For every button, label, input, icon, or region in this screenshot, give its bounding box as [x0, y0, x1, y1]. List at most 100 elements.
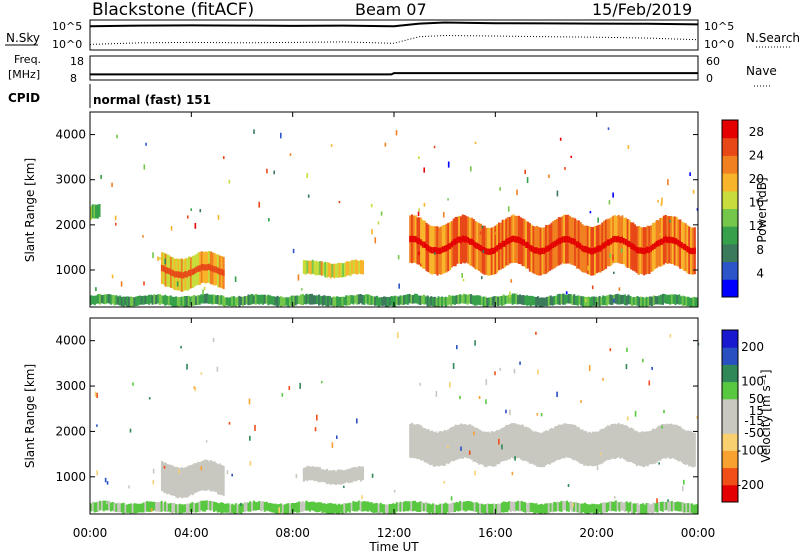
velocity-cell: [650, 503, 654, 514]
power-cell: [115, 295, 118, 305]
velocity-speckle: [331, 442, 334, 448]
power-cell: [694, 297, 697, 307]
velocity-cell: [592, 431, 595, 467]
power-cell-core: [177, 271, 180, 278]
power-speckle: [526, 177, 529, 184]
power-cell-core: [497, 243, 501, 250]
velocity-cell: [399, 501, 402, 512]
power-cell: [180, 296, 183, 307]
velocity-speckle: [148, 397, 151, 400]
power-cell: [95, 204, 98, 219]
velocity-cell: [325, 504, 328, 514]
power-cell: [350, 295, 353, 304]
velocity-cell: [630, 427, 633, 463]
power-speckle: [397, 255, 400, 260]
power-cell: [650, 296, 654, 307]
velocity-speckle: [249, 460, 252, 466]
velocity-cell: [635, 431, 638, 466]
power-cell-core: [175, 271, 178, 278]
power-speckle: [479, 231, 482, 235]
velocity-speckle: [505, 409, 507, 414]
power-speckle: [442, 212, 445, 218]
power-speckle: [398, 283, 401, 289]
power-cell: [348, 295, 351, 305]
velocity-cell: [298, 501, 301, 513]
power-speckle: [111, 182, 113, 188]
power-speckle: [370, 203, 373, 208]
power-cell: [328, 296, 332, 306]
velocity-cell: [479, 503, 482, 513]
power-cell: [354, 295, 357, 304]
power-cell: [600, 297, 603, 306]
velocity-cell: [529, 502, 532, 512]
velocity-ytick-label: 2000: [55, 424, 86, 438]
velocity-cell: [361, 501, 364, 512]
power-cell: [538, 297, 541, 308]
velocity-cell: [336, 469, 339, 485]
power-cell-core: [537, 248, 541, 255]
velocity-cell: [410, 501, 413, 512]
velocity-cell: [189, 503, 192, 512]
velocity-cell: [660, 501, 663, 512]
velocity-cell: [270, 503, 274, 513]
power-cell: [153, 294, 156, 305]
velocity-colorbar-segment: [722, 330, 738, 348]
power-cell-core: [456, 237, 459, 244]
power-cell-core: [594, 247, 597, 254]
velocity-cell: [135, 503, 138, 514]
velocity-cell: [517, 424, 521, 458]
power-speckle: [371, 228, 373, 235]
velocity-cell: [612, 423, 615, 459]
power-cell: [676, 294, 679, 304]
velocity-colorbar-tick: 50: [749, 392, 764, 406]
power-cell-core: [657, 240, 660, 247]
power-colorbar-tick: 8: [756, 243, 764, 257]
velocity-cell: [603, 428, 606, 462]
velocity-cell: [489, 504, 493, 514]
velocity-cell: [579, 429, 582, 464]
velocity-cell: [571, 502, 574, 512]
velocity-cell: [290, 502, 294, 513]
power-speckle: [474, 141, 477, 145]
power-cell-core: [526, 241, 530, 249]
velocity-cell: [637, 432, 640, 466]
power-cell: [562, 293, 565, 305]
velocity-cell: [483, 431, 486, 467]
velocity-cell: [684, 430, 687, 465]
velocity-cell: [560, 500, 563, 512]
velocity-cell: [453, 502, 456, 513]
power-colorbar-segment: [722, 208, 738, 227]
power-cell: [326, 262, 329, 278]
velocity-cell: [102, 500, 105, 512]
velocity-speckle: [661, 425, 663, 429]
velocity-cell: [639, 432, 642, 467]
velocity-cell: [652, 502, 655, 513]
velocity-cell: [372, 503, 375, 514]
velocity-cell: [559, 424, 562, 460]
power-cell: [669, 294, 672, 305]
freq-ytick-top: 18: [70, 55, 84, 68]
power-cell: [113, 295, 116, 306]
power-cell: [470, 294, 473, 304]
velocity-cell: [632, 428, 635, 464]
power-cell: [372, 296, 375, 305]
power-cell-core: [421, 241, 425, 248]
power-colorbar-segment: [722, 190, 738, 209]
velocity-cell: [691, 432, 695, 468]
power-cell: [390, 295, 393, 306]
power-cell-core: [686, 245, 689, 253]
velocity-speckle: [178, 469, 180, 474]
velocity-cell: [523, 426, 526, 461]
power-cell-core: [688, 247, 691, 254]
power-cell: [301, 293, 304, 306]
power-speckle: [300, 288, 303, 291]
power-speckle: [661, 197, 663, 204]
power-cell: [265, 295, 268, 304]
power-cell-core: [691, 247, 695, 255]
power-cell-core: [166, 267, 169, 274]
power-cell-core: [447, 243, 450, 251]
power-cell-core: [411, 235, 414, 242]
velocity-cell: [479, 430, 483, 465]
velocity-cell: [531, 502, 534, 513]
velocity-cell: [525, 426, 528, 461]
